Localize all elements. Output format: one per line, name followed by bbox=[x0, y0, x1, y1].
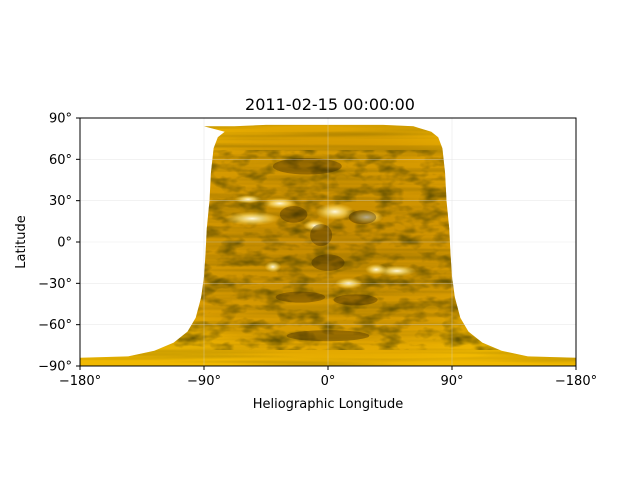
dark-region bbox=[279, 206, 308, 223]
y-tick-label: −60° bbox=[38, 318, 72, 333]
y-tick-label: −30° bbox=[38, 277, 72, 292]
grid-lines bbox=[80, 118, 576, 366]
bright-regions bbox=[224, 195, 417, 289]
dark-region bbox=[310, 224, 333, 247]
dark-region bbox=[275, 291, 326, 303]
dark-region bbox=[333, 294, 378, 306]
x-tick-label: −90° bbox=[187, 374, 221, 389]
y-tick-label: −90° bbox=[38, 360, 72, 375]
y-tick-label: 30° bbox=[49, 194, 72, 209]
y-axis: −90° −60° −30° 0° 30° 60° 90° bbox=[38, 112, 80, 375]
bright-region bbox=[365, 264, 388, 276]
bright-region bbox=[303, 219, 326, 231]
x-tick-label: −180° bbox=[555, 374, 597, 389]
y-tick-label: 90° bbox=[49, 112, 72, 127]
x-axis-label: Heliographic Longitude bbox=[253, 397, 404, 412]
bright-region bbox=[224, 211, 280, 226]
plot-area bbox=[80, 118, 576, 366]
x-tick-label: 90° bbox=[440, 374, 463, 389]
x-tick-label: 0° bbox=[321, 374, 336, 389]
bright-region bbox=[350, 210, 384, 225]
y-axis-label: Latitude bbox=[14, 215, 29, 269]
y-tick-label: 60° bbox=[49, 153, 72, 168]
y-tick-label: 0° bbox=[57, 236, 72, 251]
dark-region bbox=[272, 157, 342, 175]
x-axis: −180° −90° 0° 90° −180° bbox=[59, 366, 597, 389]
bright-region bbox=[315, 203, 355, 220]
bright-region bbox=[377, 265, 417, 277]
x-tick-label: −180° bbox=[59, 374, 101, 389]
bright-region bbox=[264, 261, 282, 273]
bright-region bbox=[234, 195, 262, 204]
chart-title: 2011-02-15 00:00:00 bbox=[245, 95, 415, 114]
dark-region bbox=[348, 210, 377, 225]
